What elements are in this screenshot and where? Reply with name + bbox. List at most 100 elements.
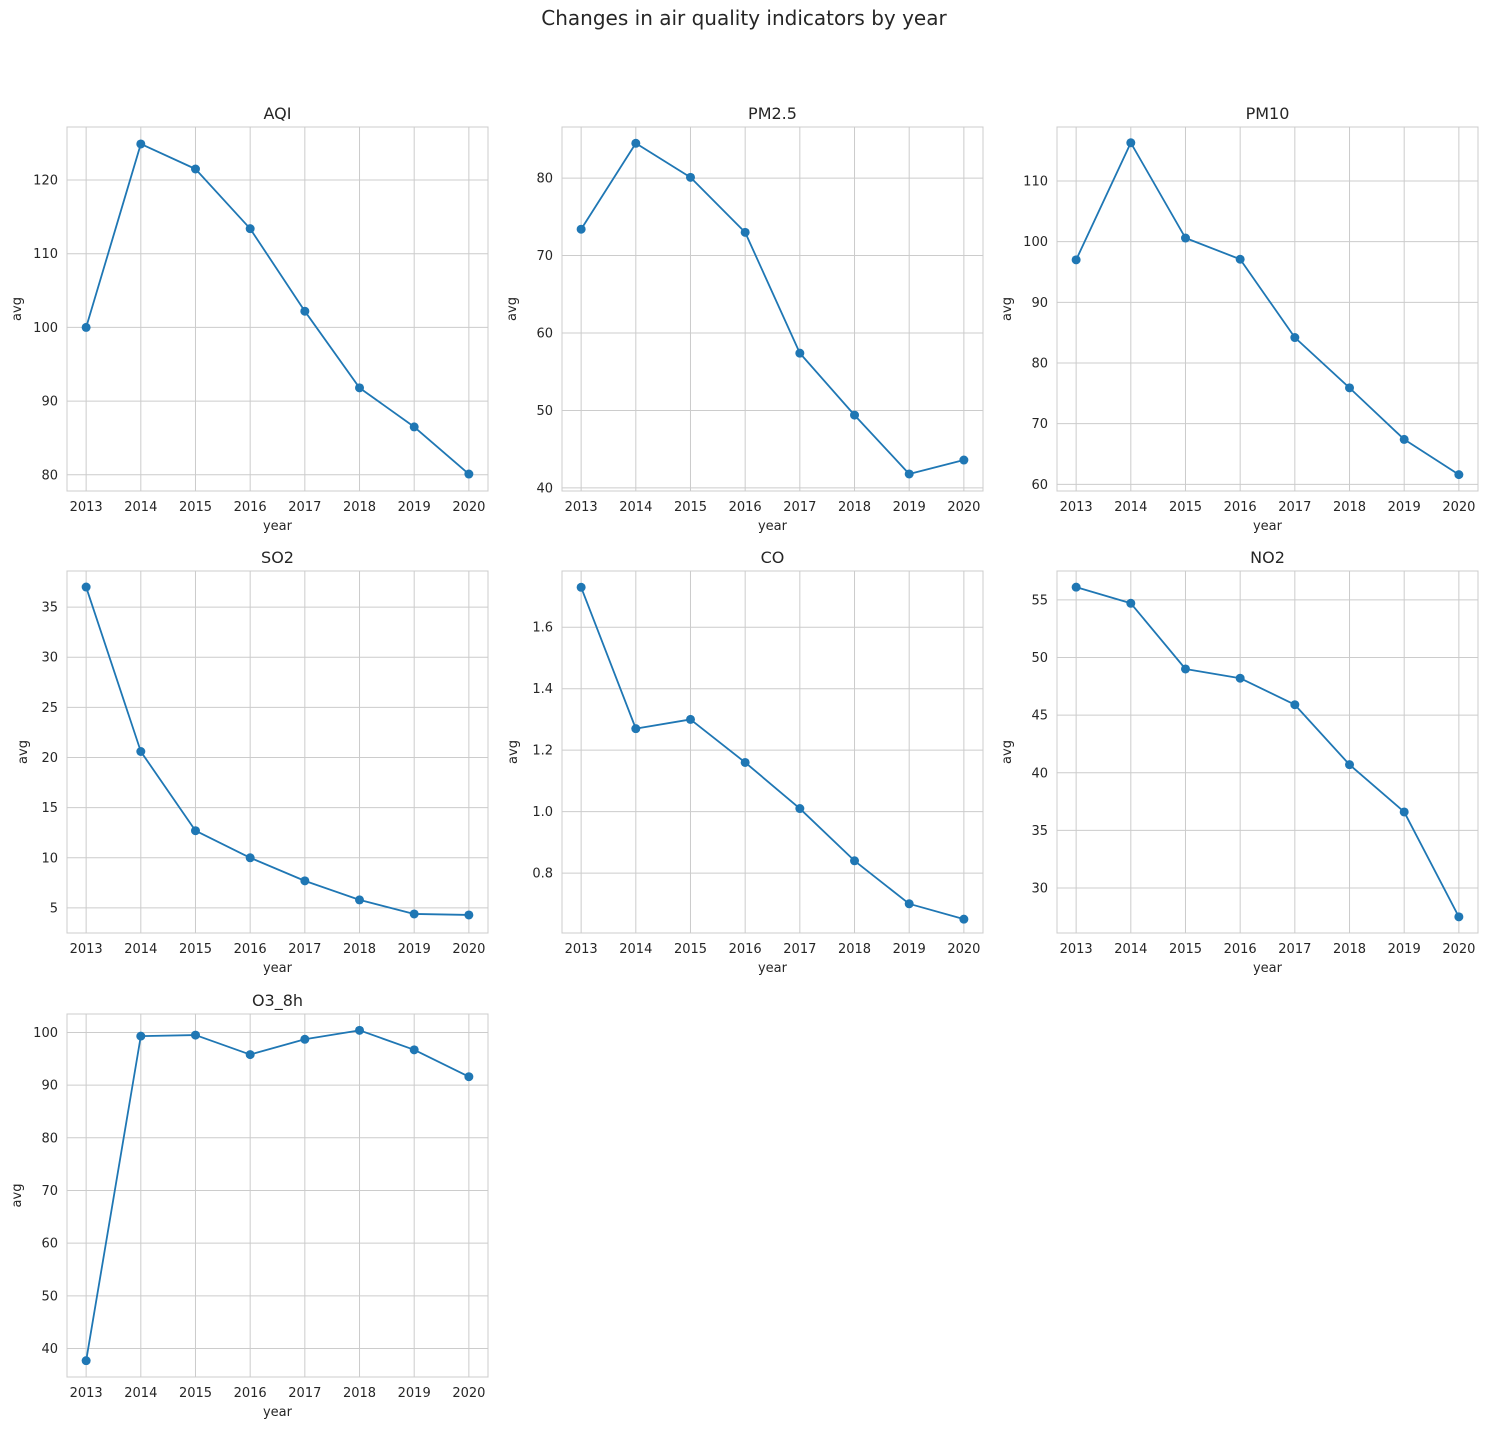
subplot-title: AQI xyxy=(264,104,292,123)
data-point xyxy=(959,914,969,924)
x-tick-label: 2014 xyxy=(124,942,157,957)
y-tick-label: 10 xyxy=(41,851,58,866)
data-point xyxy=(355,1025,365,1035)
data-point xyxy=(1180,664,1190,674)
axes-frame xyxy=(561,570,984,934)
data-point xyxy=(1071,582,1081,592)
y-tick-label: 120 xyxy=(33,174,58,189)
x-tick-label: 2015 xyxy=(674,942,707,957)
data-point xyxy=(1454,912,1464,922)
x-tick-label: 2014 xyxy=(619,942,652,957)
data-point xyxy=(81,322,91,332)
data-point xyxy=(850,856,860,866)
subplot-title: O3_8h xyxy=(252,991,303,1011)
x-tick-label: 2018 xyxy=(343,500,376,515)
axes-frame xyxy=(561,126,984,492)
data-point xyxy=(576,582,586,592)
x-tick-label: 2013 xyxy=(70,500,103,515)
y-axis-label: avg xyxy=(506,740,521,764)
y-tick-label: 80 xyxy=(41,468,58,483)
x-axis-label: year xyxy=(263,519,293,534)
y-tick-label: 40 xyxy=(536,481,553,496)
y-tick-label: 80 xyxy=(536,172,553,187)
x-axis-label: year xyxy=(1253,961,1283,976)
y-tick-label: 40 xyxy=(41,1342,58,1357)
y-tick-label: 50 xyxy=(1031,651,1048,666)
series-line xyxy=(580,142,965,475)
x-tick-label: 2016 xyxy=(729,942,762,957)
x-tick-label: 2019 xyxy=(1388,942,1421,957)
x-tick-label: 2013 xyxy=(70,1386,103,1401)
y-axis-label: avg xyxy=(10,1184,25,1208)
x-tick-label: 2019 xyxy=(893,942,926,957)
data-point xyxy=(81,1356,91,1366)
subplot-so2: 5 10 15 20 25 30 35 2013 2014 2015 2016 2017 2018 201… xyxy=(16,548,489,976)
data-point xyxy=(1290,700,1300,710)
x-tick-label: 2015 xyxy=(179,942,212,957)
y-axis-label: avg xyxy=(1000,740,1015,764)
y-tick-label: 110 xyxy=(1023,174,1048,189)
x-tick-label: 2020 xyxy=(452,500,485,515)
y-tick-label: 15 xyxy=(41,801,58,816)
data-point xyxy=(1071,255,1081,265)
x-tick-label: 2018 xyxy=(1333,942,1366,957)
x-axis-label: year xyxy=(263,1405,293,1420)
data-point xyxy=(300,876,310,886)
y-tick-label: 0.8 xyxy=(532,867,553,882)
subplot-title: PM10 xyxy=(1246,104,1290,123)
y-tick-label: 25 xyxy=(41,701,58,716)
x-tick-label: 2013 xyxy=(565,942,598,957)
y-tick-label: 45 xyxy=(1031,709,1048,724)
y-tick-label: 110 xyxy=(33,247,58,262)
series-line xyxy=(85,143,470,475)
data-point xyxy=(409,1045,419,1055)
y-tick-label: 70 xyxy=(1031,417,1048,432)
x-tick-label: 2017 xyxy=(783,942,816,957)
axes-frame xyxy=(1056,126,1479,492)
x-tick-label: 2015 xyxy=(1169,942,1202,957)
y-tick-label: 60 xyxy=(41,1237,58,1252)
data-point xyxy=(464,910,474,920)
y-tick-label: 55 xyxy=(1031,593,1048,608)
x-tick-label: 2013 xyxy=(1060,500,1093,515)
x-tick-label: 2013 xyxy=(70,942,103,957)
subplot-title: NO2 xyxy=(1250,548,1285,567)
series-line xyxy=(1075,141,1460,476)
y-tick-label: 100 xyxy=(33,1026,58,1041)
x-axis-label: year xyxy=(1253,519,1283,534)
x-tick-label: 2015 xyxy=(179,1386,212,1401)
x-tick-label: 2014 xyxy=(1114,942,1147,957)
x-axis-label: year xyxy=(758,961,788,976)
data-point xyxy=(904,469,914,479)
subplot-no2: 30 35 40 45 50 55 2013 2014 2015 2016 2017 2018 2019… xyxy=(1000,548,1479,976)
data-point xyxy=(795,804,805,814)
data-point xyxy=(740,757,750,767)
data-point xyxy=(576,224,586,234)
x-tick-label: 2019 xyxy=(398,942,431,957)
data-point xyxy=(959,455,969,465)
data-point xyxy=(245,853,255,863)
data-point xyxy=(1454,470,1464,480)
figure-title: Changes in air quality indicators by yea… xyxy=(541,6,947,30)
x-tick-label: 2018 xyxy=(838,500,871,515)
axes-frame xyxy=(1056,570,1479,934)
y-tick-label: 35 xyxy=(41,601,58,616)
data-point xyxy=(300,306,310,316)
data-point xyxy=(464,1072,474,1082)
y-axis-label: avg xyxy=(1000,297,1015,321)
x-tick-label: 2018 xyxy=(343,942,376,957)
x-tick-label: 2015 xyxy=(674,500,707,515)
x-tick-label: 2019 xyxy=(398,500,431,515)
data-point xyxy=(685,714,695,724)
data-point xyxy=(740,227,750,237)
subplot-title: CO xyxy=(761,548,785,567)
data-point xyxy=(464,469,474,479)
x-tick-label: 2020 xyxy=(452,1386,485,1401)
subplot-pm2-5: 40 50 60 70 80 2013 2014 2015 2016 2017 2018 2019 20… xyxy=(505,104,984,534)
x-tick-label: 2014 xyxy=(124,1386,157,1401)
data-point xyxy=(355,895,365,905)
x-tick-label: 2013 xyxy=(565,500,598,515)
x-tick-label: 2015 xyxy=(1169,500,1202,515)
y-tick-label: 20 xyxy=(41,751,58,766)
x-tick-label: 2016 xyxy=(234,1386,267,1401)
